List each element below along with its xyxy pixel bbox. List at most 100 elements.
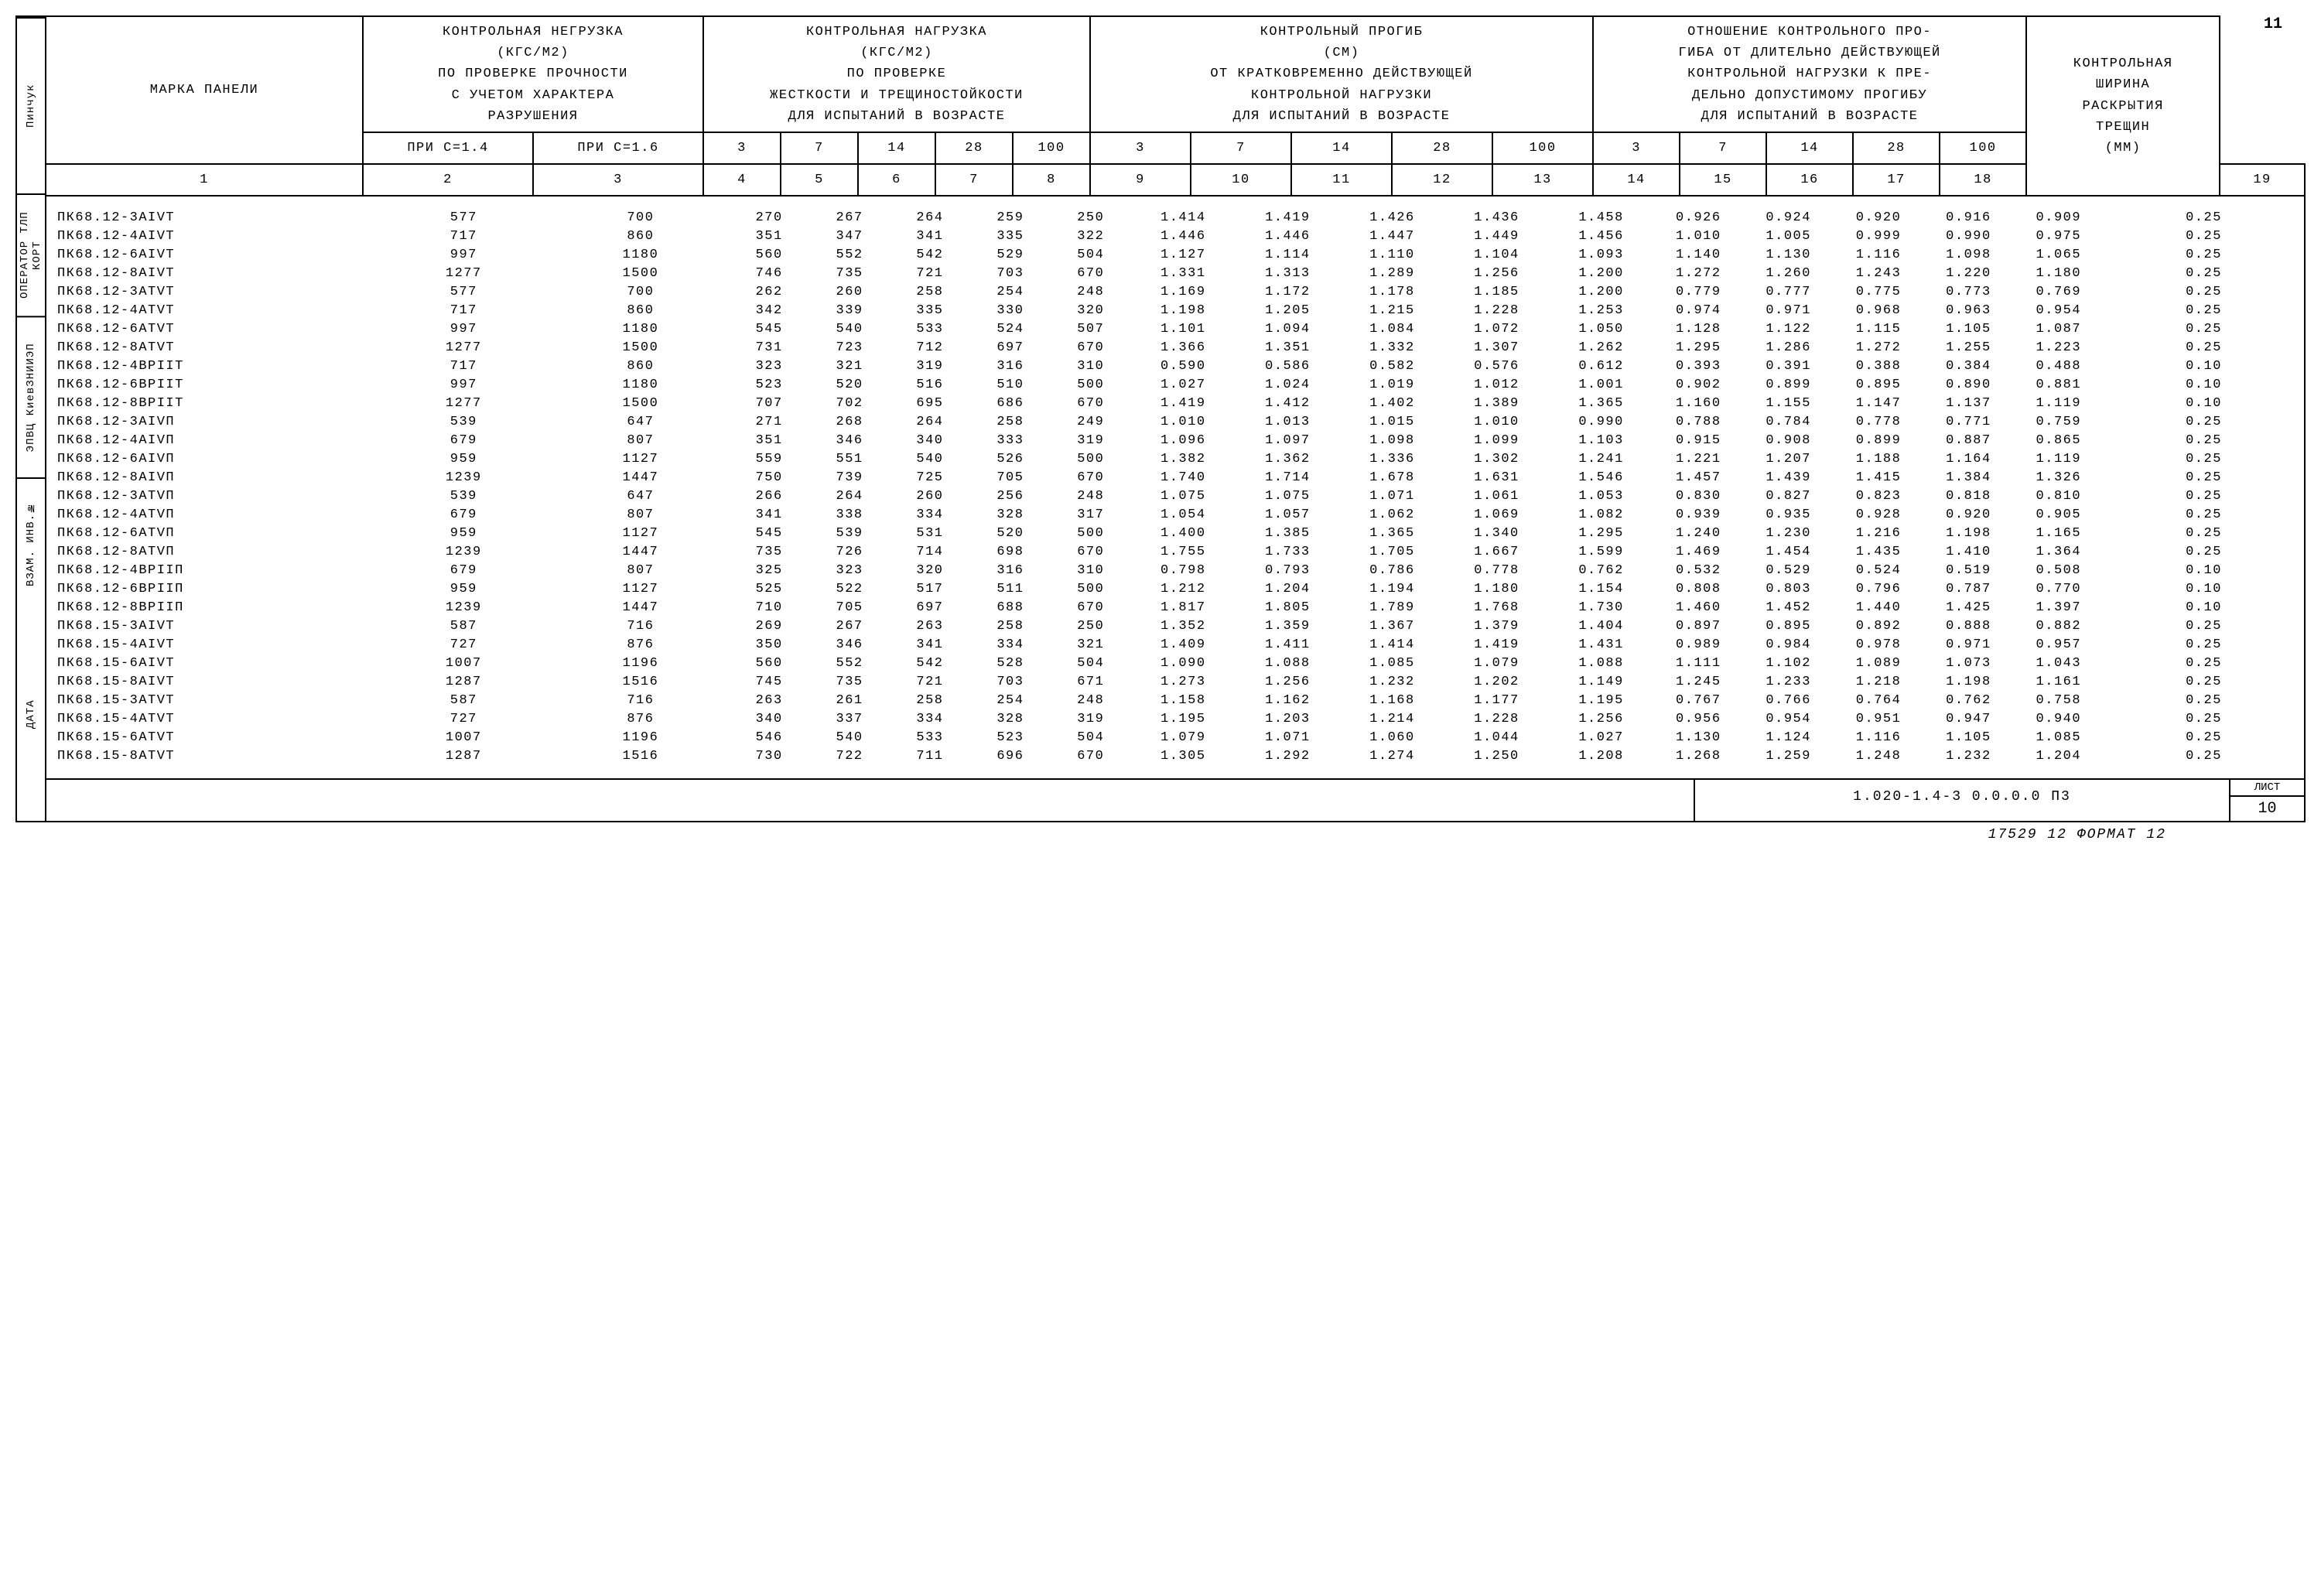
data-cell: 1.631 <box>1444 468 1549 487</box>
data-cell: 539 <box>809 524 890 542</box>
data-cell: 707 <box>729 394 809 412</box>
data-cell: 0.895 <box>1744 617 1834 635</box>
data-cell: 0.25 <box>2104 617 2305 635</box>
data-cell: 959 <box>375 524 552 542</box>
data-cell: 1.400 <box>1131 524 1236 542</box>
data-cell: 1.232 <box>1340 672 1444 691</box>
data-cell: 560 <box>729 654 809 672</box>
data-cell: 1.110 <box>1340 245 1444 264</box>
data-cell: 1.119 <box>2014 394 2104 412</box>
data-cell: 0.388 <box>1834 357 1923 375</box>
colnum-15: 15 <box>1680 164 1766 196</box>
data-cell: 1.425 <box>1923 598 2013 617</box>
data-cell: 0.25 <box>2104 301 2305 320</box>
data-cell: 1.340 <box>1444 524 1549 542</box>
data-cell: 1.740 <box>1131 468 1236 487</box>
data-cell: 1.678 <box>1340 468 1444 487</box>
data-cell: 522 <box>809 579 890 598</box>
data-cell: 320 <box>1051 301 1131 320</box>
data-cell: 1.256 <box>1236 672 1340 691</box>
column-number-row: 12345678910111213141516171819 <box>46 164 2305 196</box>
data-cell: 1.102 <box>1744 654 1834 672</box>
data-cell: 735 <box>809 672 890 691</box>
data-cell: 0.954 <box>2014 301 2104 320</box>
data-cell: 1.436 <box>1444 208 1549 227</box>
data-cell: 1.204 <box>2014 747 2104 765</box>
data-cell: 1.202 <box>1444 672 1549 691</box>
data-cell: 726 <box>809 542 890 561</box>
data-cell: 997 <box>375 375 552 394</box>
data-cell: 1.223 <box>2014 338 2104 357</box>
data-cell: 1.105 <box>1923 320 2013 338</box>
header-group1: КОНТРОЛЬНАЯ НЕГРУЗКА (КГС/М2) ПО ПРОВЕРК… <box>363 16 703 132</box>
data-cell: 249 <box>1051 412 1131 431</box>
data-cell: 1.088 <box>1236 654 1340 672</box>
data-cell: 716 <box>552 691 730 709</box>
data-cell: 1.137 <box>1923 394 2013 412</box>
data-cell: 1.714 <box>1236 468 1340 487</box>
data-cell: 1.185 <box>1444 282 1549 301</box>
data-cell: 1.446 <box>1236 227 1340 245</box>
panel-cell: ПК68.12-4АIVТ <box>46 227 375 245</box>
data-cell: 1.469 <box>1653 542 1743 561</box>
data-cell: 1.079 <box>1444 654 1549 672</box>
data-cell: 1.435 <box>1834 542 1923 561</box>
data-cell: 0.25 <box>2104 338 2305 357</box>
data-cell: 1.233 <box>1744 672 1834 691</box>
data-cell: 1.111 <box>1653 654 1743 672</box>
data-cell: 0.25 <box>2104 542 2305 561</box>
document-code: 1.020-1.4-3 0.0.0.0 П3 <box>1695 780 2230 821</box>
data-cell: 264 <box>890 208 970 227</box>
data-cell: 876 <box>552 709 730 728</box>
data-cell: 1.090 <box>1131 654 1236 672</box>
data-cell: 700 <box>552 208 730 227</box>
data-cell: 1.397 <box>2014 598 2104 617</box>
data-cell: 1.419 <box>1236 208 1340 227</box>
data-cell: 670 <box>1051 598 1131 617</box>
table-row: ПК68.12-6АТVП95911275455395315205001.400… <box>46 524 2305 542</box>
data-cell: 258 <box>970 617 1051 635</box>
data-cell: 1.203 <box>1236 709 1340 728</box>
age-g3-0: 3 <box>1090 132 1191 164</box>
data-cell: 725 <box>890 468 970 487</box>
data-cell: 0.899 <box>1834 431 1923 449</box>
data-cell: 1.365 <box>1340 524 1444 542</box>
data-cell: 1.147 <box>1834 394 1923 412</box>
data-cell: 0.25 <box>2104 227 2305 245</box>
table-row: ПК68.15-3АIVТ5877162692672632582501.3521… <box>46 617 2305 635</box>
age-g4-0: 3 <box>1593 132 1680 164</box>
data-cell: 1.065 <box>2014 245 2104 264</box>
data-cell: 0.25 <box>2104 412 2305 431</box>
data-cell: 1.216 <box>1834 524 1923 542</box>
data-cell: 1.122 <box>1744 320 1834 338</box>
data-cell: 1447 <box>552 598 730 617</box>
data-cell: 876 <box>552 635 730 654</box>
data-cell: 1.043 <box>2014 654 2104 672</box>
data-cell: 1.072 <box>1444 320 1549 338</box>
data-cell: 587 <box>375 617 552 635</box>
data-cell: 316 <box>970 561 1051 579</box>
data-cell: 1.054 <box>1131 505 1236 524</box>
data-cell: 0.612 <box>1549 357 1653 375</box>
data-cell: 1.331 <box>1131 264 1236 282</box>
data-cell: 0.926 <box>1653 208 1743 227</box>
data-cell: 1.198 <box>1131 301 1236 320</box>
data-cell: 341 <box>729 505 809 524</box>
data-cell: 0.788 <box>1653 412 1743 431</box>
data-cell: 1.295 <box>1653 338 1743 357</box>
table-row: ПК68.12-8ВРIIП123914477107056976886701.8… <box>46 598 2305 617</box>
data-cell: 500 <box>1051 449 1131 468</box>
data-cell: 0.968 <box>1834 301 1923 320</box>
data-cell: 325 <box>729 561 809 579</box>
data-cell: 0.25 <box>2104 245 2305 264</box>
data-cell: 335 <box>890 301 970 320</box>
data-cell: 523 <box>970 728 1051 747</box>
data-cell: 0.940 <box>2014 709 2104 728</box>
data-cell: 1.241 <box>1549 449 1653 468</box>
table-row: ПК68.15-8АIVТ128715167457357217036711.27… <box>46 672 2305 691</box>
data-cell: 559 <box>729 449 809 468</box>
data-cell: 1.062 <box>1340 505 1444 524</box>
panel-cell: ПК68.15-8АIVТ <box>46 672 375 691</box>
data-cell: 721 <box>890 672 970 691</box>
data-cell: 1.073 <box>1923 654 2013 672</box>
